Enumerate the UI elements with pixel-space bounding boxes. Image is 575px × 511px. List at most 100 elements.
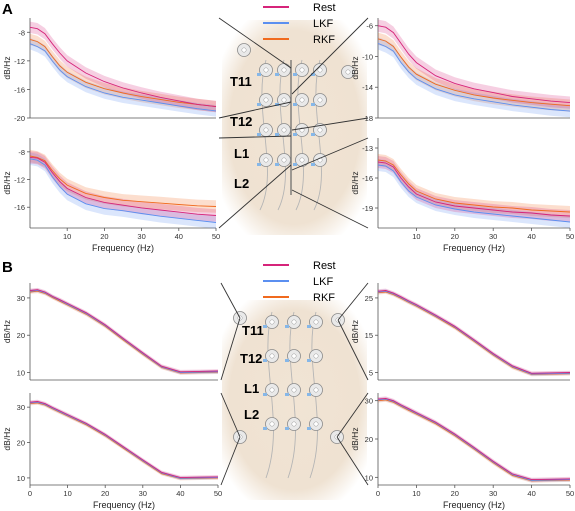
x-tick-label: 10 [63,489,71,498]
y-tick-label: 30 [17,294,25,303]
x-tick-label: 40 [176,489,184,498]
y-tick-label: -12 [14,57,25,66]
chart-a-top-right: -6 -10 -14 -18 dB/Hz [350,18,571,123]
x-tick-label: 50 [566,489,574,498]
y-tick-label: 20 [17,439,25,448]
x-tick-label: 50 [214,489,222,498]
electrode [257,63,273,77]
x-tick-label: 20 [101,489,109,498]
x-tick-label: 30 [139,489,147,498]
electrode [307,417,323,431]
lead-wire [277,59,286,211]
legend-label-rest: Rest [313,2,336,14]
vertebra-t12-b: T12 [240,351,262,366]
x-tick-label: 10 [412,232,420,241]
y-tick-label: -19 [362,204,373,213]
charts: -8 -12 -16 -20 dB/Hz -6 -10 -14 -18 dB/Hz -8 -12 -16… [2,18,574,510]
lead-wire [313,59,322,211]
y-axis-label: dB/Hz [350,427,360,450]
electrode [293,153,309,167]
electrode [263,417,279,431]
series-line-rkf [29,290,219,374]
electrode [307,349,323,363]
electrode [257,153,273,167]
x-tick-label: 40 [527,232,535,241]
series-line-rest [29,401,219,479]
electrode [263,383,279,397]
legend-label-lkf: LKF [313,18,333,30]
series-line-rest [377,25,571,104]
electrode-grid-b [233,311,345,444]
x-tick-label: 20 [451,232,459,241]
series-line-lkf [377,164,571,223]
y-tick-label: -18 [362,114,373,123]
x-axis-label: Frequency (Hz) [443,500,505,510]
y-tick-label: 15 [365,331,373,340]
x-axis-label: Frequency (Hz) [92,243,154,253]
electrode [311,93,327,107]
series-line-lkf [29,401,219,479]
band-rest [378,19,570,109]
y-tick-label: 30 [365,397,373,406]
lead-wire [259,59,268,211]
x-tick-label: 30 [489,489,497,498]
y-axis-label: dB/Hz [2,56,12,79]
band-lkf [30,400,218,480]
y-tick-label: -16 [362,174,373,183]
lead-wire [295,59,304,211]
electrode [341,65,355,79]
legend-label-rest-b: Rest [313,260,336,272]
connector-lines-b [220,282,369,486]
y-tick-label: 20 [365,435,373,444]
series-line-rest [377,161,571,217]
chart-b-top-right: 5 15 25 dB/Hz [350,283,571,381]
y-tick-label: 10 [17,474,25,483]
series-line-lkf [377,290,571,375]
electrode [237,43,251,57]
x-tick-label: 40 [527,489,535,498]
vertebra-l1-a: L1 [234,146,249,161]
electrode-grid-a [237,43,355,167]
series-line-lkf [29,158,217,223]
band-lkf [378,397,570,483]
back-illustration-b: T11 T12 L1 L2 [222,300,367,500]
electrode [263,315,279,329]
vertebra-t11-b: T11 [242,323,264,338]
series-line-rkf [29,402,219,480]
electrode [293,123,309,137]
electrode [285,349,301,363]
legend-label-rkf: RKF [313,34,335,46]
y-tick-label: -8 [18,148,25,157]
electrode [307,315,323,329]
vertebra-t12-a: T12 [230,114,252,129]
series-line-rkf [377,291,571,375]
y-tick-label: -8 [18,28,25,37]
y-tick-label: -13 [362,144,373,153]
series-line-rest [377,397,571,481]
band-rest [30,21,216,113]
series-line-rest [29,156,217,216]
y-tick-label: -14 [362,83,373,92]
series-line-rest [29,26,217,108]
series-line-rest [29,289,219,373]
y-tick-label: 5 [369,369,373,378]
y-tick-label: 30 [17,403,25,412]
x-tick-label: 50 [212,232,220,241]
y-tick-label: -16 [14,85,25,94]
electrode [285,383,301,397]
x-tick-label: 30 [137,232,145,241]
band-rkf [30,289,218,375]
electrode [285,417,301,431]
series-line-rkf [377,159,571,213]
electrode [307,383,323,397]
vertebra-l1-b: L1 [244,381,259,396]
y-tick-label: -10 [362,52,373,61]
y-tick-label: -12 [14,176,25,185]
band-rkf [30,401,218,481]
electrode [311,63,327,77]
vertebra-l2-a: L2 [234,176,249,191]
electrode [293,93,309,107]
